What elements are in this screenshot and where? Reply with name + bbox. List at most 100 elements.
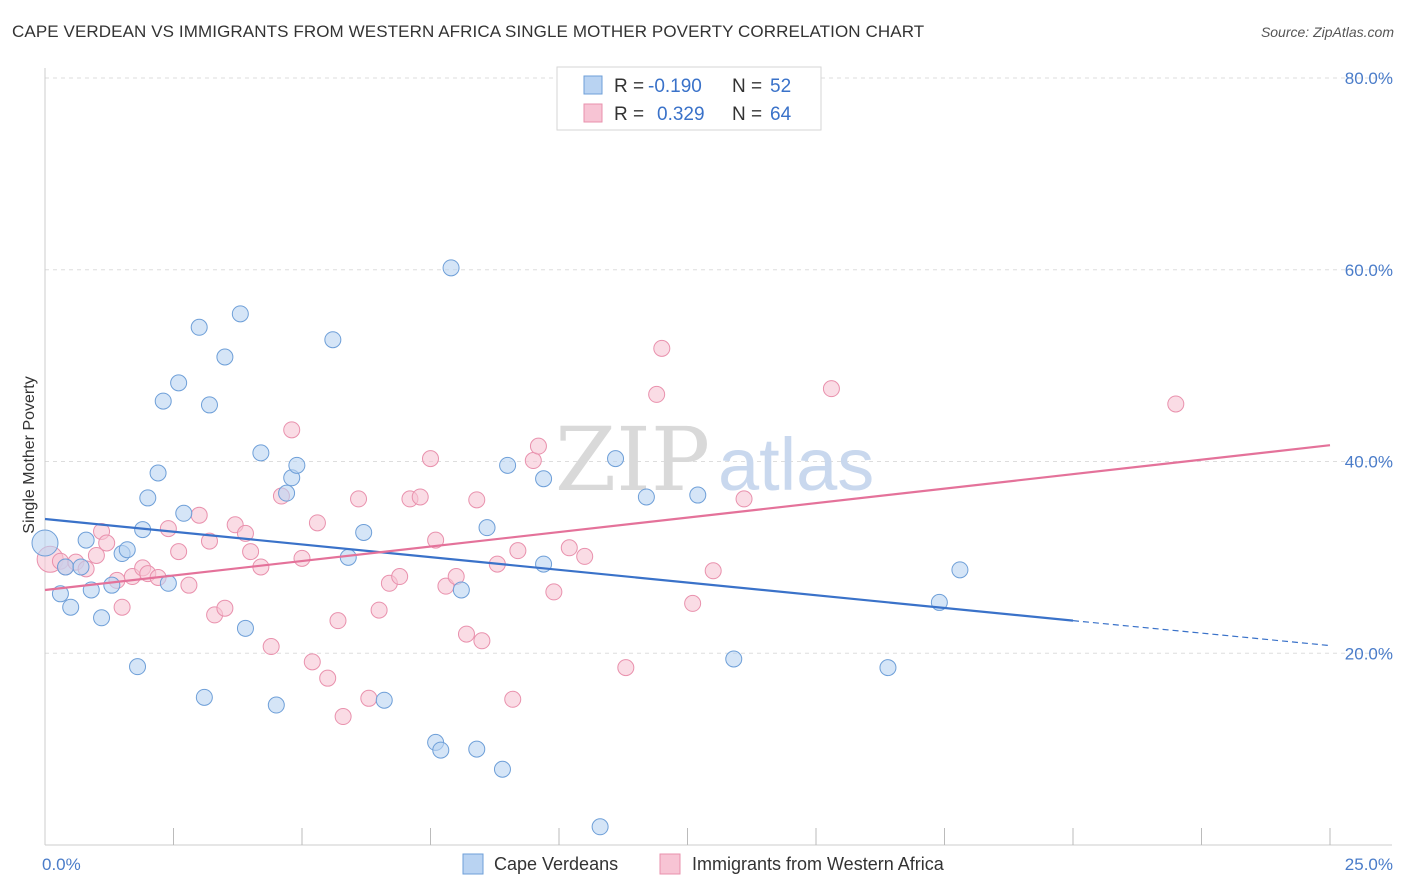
stats-legend-r-label-1: R = (614, 76, 644, 97)
cape-verdean-point (190, 318, 208, 336)
western-africa-point (242, 543, 260, 561)
western-africa-point (509, 542, 527, 560)
stats-legend-n-label-2: N = (732, 104, 762, 125)
stats-legend-n-label-1: N = (732, 76, 762, 97)
cape-verdean-point (478, 519, 496, 537)
cape-verdean-point (200, 396, 218, 414)
cape-verdean-point (591, 818, 609, 836)
cape-verdean-point (93, 609, 111, 627)
cape-verdean-point (139, 489, 157, 507)
cape-verdean-point (72, 558, 90, 576)
cape-verdean-point (432, 741, 450, 759)
cape-verdean-point (493, 760, 511, 778)
axis-layer: 20.0% 40.0% 60.0% 80.0% 0.0% 25.0% (42, 68, 1393, 874)
western-africa-point (473, 632, 491, 650)
cape-verdean-point (879, 659, 897, 677)
western-africa-point (329, 612, 347, 630)
cape-verdean-point (51, 585, 69, 603)
cape-verdean-point (231, 305, 249, 323)
cape-verdean-point (468, 740, 486, 758)
cape-verdean-point (31, 529, 59, 557)
stats-legend-blue-swatch (583, 75, 603, 95)
western-africa-point (303, 653, 321, 671)
western-africa-point (216, 599, 234, 617)
western-africa-point (159, 520, 177, 538)
cape-verdean-point (129, 658, 147, 676)
western-africa-point (1167, 395, 1185, 413)
cape-verdean-point (607, 450, 625, 468)
x-tick-label-max: 25.0% (1345, 855, 1393, 874)
stats-legend-r-value-1: -0.190 (648, 76, 702, 97)
stats-legend-n-value-2: 64 (770, 104, 792, 125)
western-africa-point (200, 532, 218, 550)
cape-verdean-point (324, 331, 342, 349)
western-africa-point (113, 598, 131, 616)
cape-verdean-point (725, 650, 743, 668)
cape-verdean-point (77, 531, 95, 549)
cape-verdean-point (252, 444, 270, 462)
trend-layer (44, 444, 1331, 647)
series-legend: Cape Verdeans Immigrants from Western Af… (462, 853, 945, 875)
series-legend-blue-swatch (462, 853, 484, 875)
western-africa-point (704, 562, 722, 580)
watermark-zip: ZIP (555, 408, 710, 511)
chart-title: CAPE VERDEAN VS IMMIGRANTS FROM WESTERN … (12, 22, 925, 41)
western-africa-point (457, 625, 475, 643)
cape-verdean-point (170, 374, 188, 392)
cape-verdean-point (216, 348, 234, 366)
cape-verdean-point (195, 688, 213, 706)
series-legend-label-1: Cape Verdeans (494, 854, 618, 874)
western-africa-point (391, 568, 409, 586)
western-africa-point (524, 452, 542, 470)
x-tick-label-min: 0.0% (42, 855, 81, 874)
western-africa-point (822, 380, 840, 398)
cape-verdean-point (499, 456, 517, 474)
western-africa-trend-line (44, 444, 1331, 592)
cape-verdean-point (278, 484, 296, 502)
y-tick-label: 40.0% (1345, 453, 1393, 472)
cape-verdean-point (355, 523, 373, 541)
watermark: ZIP atlas (555, 408, 874, 511)
y-axis-title: Single Mother Poverty (21, 376, 38, 533)
western-africa-point (529, 437, 547, 455)
cape-verdean-point (637, 488, 655, 506)
western-africa-point (653, 339, 671, 357)
stats-legend-pink-swatch (583, 103, 603, 123)
western-africa-point (319, 669, 337, 687)
western-africa-point (190, 506, 208, 524)
y-tick-label: 20.0% (1345, 644, 1393, 663)
cape-verdean-point (452, 581, 470, 599)
cape-verdean-point (118, 541, 136, 559)
western-africa-point (504, 690, 522, 708)
western-africa-point (576, 547, 594, 565)
cape-verdean-point (62, 598, 80, 616)
western-africa-point (262, 638, 280, 656)
cape-verdean-point (149, 464, 167, 482)
western-africa-point (360, 689, 378, 707)
cape-verdean-point (375, 691, 393, 709)
cape-verdean-point (535, 470, 553, 488)
cape-verdean-point (154, 392, 172, 410)
western-africa-point (735, 490, 753, 508)
western-africa-point (617, 659, 635, 677)
western-africa-point (560, 539, 578, 557)
western-africa-point (648, 385, 666, 403)
cape-verdean-point (103, 576, 121, 594)
western-africa-point (293, 549, 311, 567)
chart-source: Source: ZipAtlas.com (1260, 24, 1394, 40)
western-africa-point (411, 488, 429, 506)
western-africa-point (370, 601, 388, 619)
cape-verdean-trend-extension (1072, 620, 1331, 647)
series-legend-pink-swatch (659, 853, 681, 875)
western-africa-point (468, 491, 486, 509)
western-africa-point (334, 708, 352, 726)
western-africa-point (422, 450, 439, 468)
cape-verdean-trend-line (44, 517, 1074, 622)
western-africa-point (180, 576, 198, 594)
cape-verdean-point (689, 486, 707, 504)
cape-verdean-point (175, 504, 193, 522)
western-africa-point (98, 534, 116, 552)
cape-verdean-point (267, 696, 285, 714)
series-legend-label-2: Immigrants from Western Africa (692, 854, 945, 874)
